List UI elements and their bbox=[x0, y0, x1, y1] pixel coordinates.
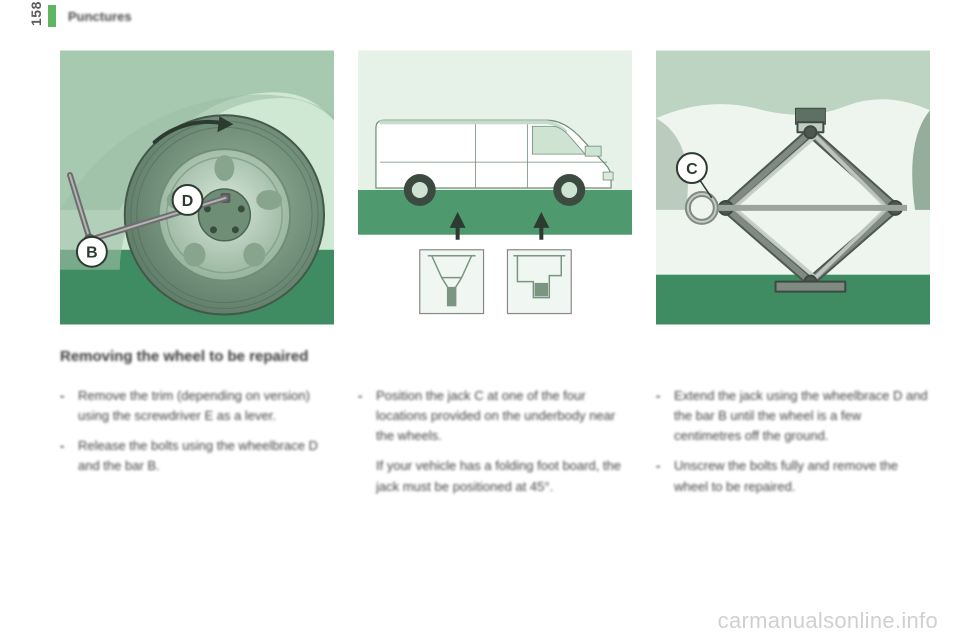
figure-scissor-jack: C bbox=[656, 50, 930, 325]
figure-van-jack-points bbox=[358, 50, 632, 325]
manual-page: 158 Punctures bbox=[0, 0, 960, 640]
instruction-item: Extend the jack using the wheelbrace D a… bbox=[656, 386, 930, 446]
instruction-item: Remove the trim (depending on version) u… bbox=[60, 386, 334, 426]
section-tab bbox=[48, 5, 56, 27]
callout-d: D bbox=[173, 185, 203, 215]
instruction-item: Release the bolts using the wheelbrace D… bbox=[60, 436, 334, 476]
svg-text:C: C bbox=[686, 161, 698, 178]
instruction-col-2: Position the jack C at one of the four l… bbox=[358, 386, 632, 507]
figure-row: B D bbox=[60, 50, 930, 325]
figure-wheel-brace: B D bbox=[60, 50, 334, 325]
instruction-item: Position the jack C at one of the four l… bbox=[358, 386, 632, 446]
scissor-jack-illustration: C bbox=[656, 50, 930, 325]
van-illustration bbox=[358, 50, 632, 325]
section-title-bar: Punctures bbox=[48, 6, 132, 26]
callout-b: B bbox=[77, 237, 107, 267]
section-title: Punctures bbox=[68, 9, 132, 24]
procedure-heading: Removing the wheel to be repaired bbox=[60, 348, 308, 365]
svg-text:B: B bbox=[86, 245, 98, 262]
instruction-note: If your vehicle has a folding foot board… bbox=[358, 456, 632, 496]
instruction-col-3: Extend the jack using the wheelbrace D a… bbox=[656, 386, 930, 507]
instruction-columns: Remove the trim (depending on version) u… bbox=[60, 386, 930, 507]
wheel-brace-illustration: B D bbox=[60, 50, 334, 325]
page-number: 158 bbox=[28, 1, 44, 26]
watermark: carmanualsonline.info bbox=[718, 608, 938, 634]
instruction-item: Unscrew the bolts fully and remove the w… bbox=[656, 456, 930, 496]
instruction-col-1: Remove the trim (depending on version) u… bbox=[60, 386, 334, 507]
svg-text:D: D bbox=[182, 193, 194, 210]
